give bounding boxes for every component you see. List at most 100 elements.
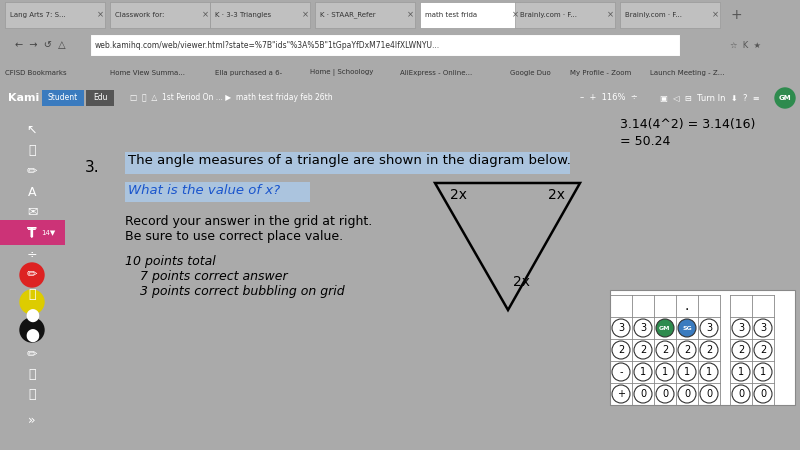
Bar xyxy=(110,2,210,28)
Text: 1: 1 xyxy=(662,367,668,377)
Text: ↖: ↖ xyxy=(26,123,38,136)
Text: 3 points correct bubbling on grid: 3 points correct bubbling on grid xyxy=(140,285,345,298)
Text: 2: 2 xyxy=(640,345,646,355)
Circle shape xyxy=(612,319,630,337)
Text: 🖼: 🖼 xyxy=(28,369,36,382)
Text: □  🔍  △  1st Period On ... ▶  math test friday feb 26th: □ 🔍 △ 1st Period On ... ▶ math test frid… xyxy=(130,94,333,103)
Text: T: T xyxy=(27,226,37,240)
Circle shape xyxy=(754,319,772,337)
Text: 3: 3 xyxy=(706,323,712,333)
Text: ×: × xyxy=(97,10,104,19)
Circle shape xyxy=(612,341,630,359)
Circle shape xyxy=(20,290,44,314)
Text: 2x: 2x xyxy=(450,188,467,202)
Bar xyxy=(420,2,520,28)
Text: AliExpress - Online...: AliExpress - Online... xyxy=(400,70,472,76)
Text: My Profile - Zoom: My Profile - Zoom xyxy=(570,70,631,76)
Text: web.kamihq.com/web/viewer.html?state=%7B"ids"%3A%5B"1tGpaYfDxM71e4IfXLWNYU...: web.kamihq.com/web/viewer.html?state=%7B… xyxy=(95,40,440,50)
Text: ⬤: ⬤ xyxy=(25,328,39,342)
Text: 0: 0 xyxy=(640,389,646,399)
Text: 0: 0 xyxy=(760,389,766,399)
Text: 0: 0 xyxy=(684,389,690,399)
Text: ✉: ✉ xyxy=(26,206,38,219)
Text: 2: 2 xyxy=(760,345,766,355)
Text: 2: 2 xyxy=(684,345,690,355)
Text: ×: × xyxy=(407,10,414,19)
Text: T: T xyxy=(28,229,36,242)
Text: Brainly.com · F...: Brainly.com · F... xyxy=(520,12,577,18)
Circle shape xyxy=(775,88,795,108)
Bar xyxy=(315,2,415,28)
Bar xyxy=(125,152,570,174)
Text: Record your answer in the grid at right.: Record your answer in the grid at right. xyxy=(125,215,372,228)
Text: K · STAAR_Refer: K · STAAR_Refer xyxy=(320,12,376,18)
Text: Classwork for:: Classwork for: xyxy=(115,12,164,18)
Text: Be sure to use correct place value.: Be sure to use correct place value. xyxy=(125,230,343,243)
Circle shape xyxy=(678,319,696,337)
Text: Lang Arts 7: S...: Lang Arts 7: S... xyxy=(10,12,66,18)
Text: 2: 2 xyxy=(618,345,624,355)
Text: 1: 1 xyxy=(640,367,646,377)
Bar xyxy=(42,90,84,106)
Text: 3: 3 xyxy=(760,323,766,333)
Circle shape xyxy=(754,363,772,381)
Text: 3: 3 xyxy=(618,323,624,333)
Bar xyxy=(5,2,105,28)
Text: Student: Student xyxy=(48,94,78,103)
Circle shape xyxy=(612,363,630,381)
Circle shape xyxy=(700,341,718,359)
Bar xyxy=(610,290,795,405)
Circle shape xyxy=(732,363,750,381)
Circle shape xyxy=(634,341,652,359)
Text: +: + xyxy=(617,389,625,399)
Text: 10 points total: 10 points total xyxy=(125,255,216,268)
Text: 0: 0 xyxy=(706,389,712,399)
Text: Ella purchased a 6-: Ella purchased a 6- xyxy=(215,70,282,76)
Text: 2: 2 xyxy=(738,345,744,355)
Text: = 50.24: = 50.24 xyxy=(620,135,670,148)
Text: ⬛: ⬛ xyxy=(28,144,36,157)
Text: ÷: ÷ xyxy=(26,248,38,261)
Circle shape xyxy=(732,319,750,337)
Text: 2: 2 xyxy=(662,345,668,355)
Text: ←  →  ↺  △: ← → ↺ △ xyxy=(15,40,66,50)
Text: ⬤: ⬤ xyxy=(25,308,39,322)
Text: 1: 1 xyxy=(760,367,766,377)
Text: math test frida: math test frida xyxy=(425,12,477,18)
Bar xyxy=(125,182,310,202)
Circle shape xyxy=(732,341,750,359)
Text: .: . xyxy=(685,299,689,313)
Circle shape xyxy=(732,385,750,403)
Text: 🔧: 🔧 xyxy=(28,388,36,401)
Circle shape xyxy=(634,385,652,403)
Text: 3.: 3. xyxy=(85,160,100,175)
Circle shape xyxy=(634,363,652,381)
Text: 14▼: 14▼ xyxy=(41,229,55,235)
Text: The angle measures of a triangle are shown in the diagram below.: The angle measures of a triangle are sho… xyxy=(128,154,571,167)
Circle shape xyxy=(678,341,696,359)
Circle shape xyxy=(700,363,718,381)
Text: ✏: ✏ xyxy=(26,166,38,179)
Text: CFISD Bookmarks: CFISD Bookmarks xyxy=(5,70,66,76)
Text: ▣  ◁  ⊟  Turn In  ⬇  ?  ≡: ▣ ◁ ⊟ Turn In ⬇ ? ≡ xyxy=(660,94,760,103)
Text: 2x: 2x xyxy=(513,275,530,289)
Text: 3.14(4^2) = 3.14(16): 3.14(4^2) = 3.14(16) xyxy=(620,118,755,131)
Circle shape xyxy=(754,341,772,359)
Circle shape xyxy=(20,263,44,287)
Text: Edu: Edu xyxy=(93,94,107,103)
Text: 0: 0 xyxy=(662,389,668,399)
Text: What is the value of x?: What is the value of x? xyxy=(128,184,280,197)
Text: ×: × xyxy=(302,10,309,19)
Text: ×: × xyxy=(607,10,614,19)
Bar xyxy=(620,2,720,28)
Text: Google Duo: Google Duo xyxy=(510,70,550,76)
Bar xyxy=(0,220,65,245)
Text: Kami: Kami xyxy=(8,93,39,103)
Text: 0: 0 xyxy=(738,389,744,399)
Text: 3: 3 xyxy=(738,323,744,333)
Text: SG: SG xyxy=(682,325,692,330)
Circle shape xyxy=(612,385,630,403)
Text: –  +  116%  ÷: – + 116% ÷ xyxy=(580,94,638,103)
Circle shape xyxy=(754,385,772,403)
Bar xyxy=(210,2,310,28)
